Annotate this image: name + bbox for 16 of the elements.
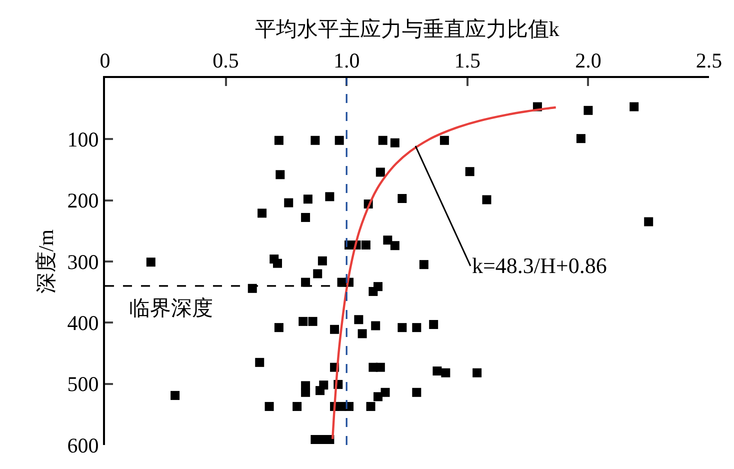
x-tick-label: 0 [100, 48, 110, 73]
x-axis-title: 平均水平主应力与垂直应力比值k [254, 17, 560, 42]
x-tick-label: 1.5 [454, 48, 481, 73]
x-tick-label: 2.5 [696, 48, 722, 73]
y-tick-label: 100 [67, 128, 99, 152]
x-tick-label: 2.0 [575, 48, 602, 73]
ref-line-label: 临界深度 [129, 296, 213, 320]
y-tick-label: 600 [67, 433, 99, 458]
y-tick-label: 400 [67, 311, 99, 336]
x-tick-label: 1.0 [333, 48, 360, 73]
y-axis-title: 深度/m [34, 229, 58, 294]
y-tick-label: 300 [67, 250, 99, 274]
annotation: k=48.3/H+0.86 [472, 253, 607, 278]
y-tick-label: 500 [67, 372, 99, 396]
y-tick-label: 200 [67, 188, 99, 213]
x-tick-label: 0.5 [212, 48, 239, 73]
